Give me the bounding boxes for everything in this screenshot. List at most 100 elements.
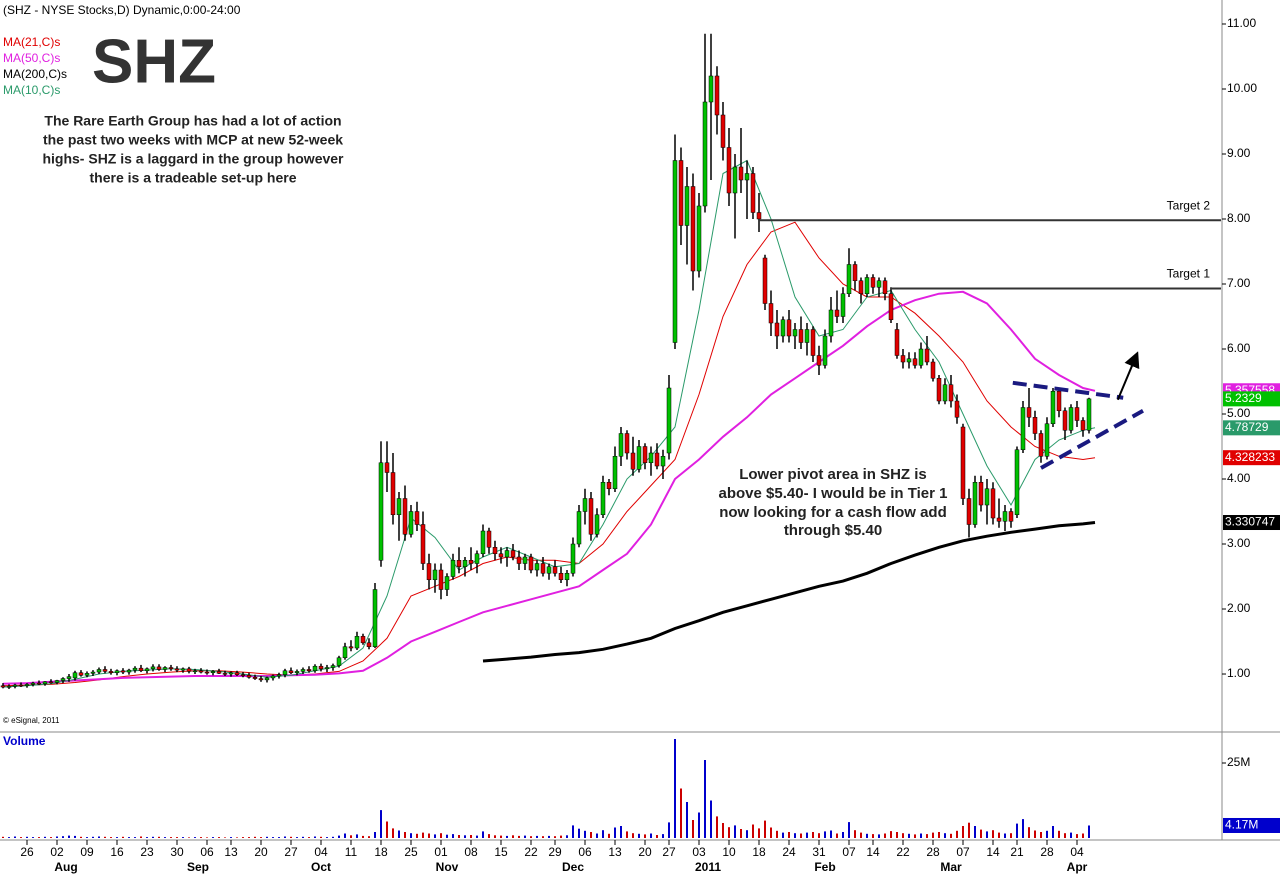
volume-bar xyxy=(56,836,58,838)
candle-body xyxy=(912,358,918,366)
candle-body xyxy=(846,264,852,294)
x-tick-label: 13 xyxy=(608,845,622,859)
candle-body xyxy=(510,550,516,558)
x-tick-label: 14 xyxy=(866,845,880,859)
volume-bar xyxy=(680,788,682,838)
candle-body xyxy=(372,589,378,647)
candle-body xyxy=(354,636,360,649)
volume-bar xyxy=(494,835,496,838)
candle-body xyxy=(192,670,198,673)
candle-body xyxy=(210,671,216,673)
volume-bar xyxy=(416,833,418,838)
x-tick-label: 28 xyxy=(926,845,940,859)
volume-bar xyxy=(200,837,202,838)
candle-body xyxy=(108,671,114,673)
volume-bar xyxy=(1034,830,1036,838)
volume-bar xyxy=(452,834,454,838)
candle-body xyxy=(78,672,84,676)
volume-bar xyxy=(272,837,274,838)
candle-body xyxy=(408,511,414,535)
candle-body xyxy=(336,657,342,666)
volume-bar xyxy=(506,835,508,838)
candle-body xyxy=(264,677,270,681)
volume-bar xyxy=(482,831,484,838)
volume-bar xyxy=(992,830,994,838)
volume-bar xyxy=(230,837,232,838)
volume-bar xyxy=(488,834,490,838)
candle-body xyxy=(222,673,228,675)
candle-body xyxy=(1002,511,1008,522)
candle-body xyxy=(1080,420,1086,431)
x-tick-label: 11 xyxy=(345,845,358,859)
candle-body xyxy=(1020,407,1026,451)
candle-body xyxy=(276,674,282,677)
candle-body xyxy=(1014,449,1020,516)
x-tick-label: 07 xyxy=(842,845,856,859)
volume-bar xyxy=(224,837,226,838)
volume-bar xyxy=(1022,819,1024,838)
candle-body xyxy=(432,569,438,581)
volume-bar xyxy=(578,828,580,838)
volume-bar xyxy=(368,836,370,838)
volume-bar xyxy=(290,836,292,838)
candle-body xyxy=(426,563,432,581)
candle-body xyxy=(1056,391,1062,412)
candle-body xyxy=(228,672,234,675)
candle-body xyxy=(792,329,798,337)
month-label: Nov xyxy=(436,860,459,874)
commentary-line: above $5.40- I would be in Tier 1 xyxy=(719,485,948,502)
volume-bar xyxy=(254,836,256,838)
candle-body xyxy=(882,280,888,294)
candle-body xyxy=(54,680,60,683)
candle-body xyxy=(960,426,966,499)
volume-bar xyxy=(110,837,112,838)
candle-body xyxy=(816,355,822,366)
candle-body xyxy=(996,517,1002,522)
candle-body xyxy=(294,671,300,673)
candle-body xyxy=(246,675,252,678)
candle-body xyxy=(360,636,366,644)
commentary-line: now looking for a cash flow add xyxy=(719,504,947,521)
candle-body xyxy=(774,322,780,337)
candle-body xyxy=(96,669,102,673)
volume-bar xyxy=(854,830,856,838)
legend-entry: MA(21,C)s xyxy=(3,35,60,49)
volume-bar xyxy=(644,834,646,838)
candle-body xyxy=(234,672,240,675)
candle-body xyxy=(876,280,882,288)
volume-bar xyxy=(350,835,352,838)
volume-bar xyxy=(548,835,550,838)
x-tick-label: 20 xyxy=(254,845,268,859)
candle-body xyxy=(1062,410,1068,431)
candle-body xyxy=(624,433,630,454)
candle-body xyxy=(138,667,144,672)
volume-bar xyxy=(320,836,322,838)
volume-bar xyxy=(158,836,160,838)
volume-bar xyxy=(974,826,976,838)
volume-bar xyxy=(914,834,916,838)
volume-bar xyxy=(188,837,190,838)
x-tick-label: 20 xyxy=(638,845,652,859)
candle-body xyxy=(180,668,186,671)
candle-body xyxy=(282,670,288,675)
x-tick-label: 26 xyxy=(20,845,34,859)
y-tick-label: 5.00 xyxy=(1227,406,1251,420)
candle-body xyxy=(852,264,858,281)
volume-bar xyxy=(1082,833,1084,838)
candle-body xyxy=(288,670,294,673)
candle-body xyxy=(744,173,750,181)
volume-bar xyxy=(818,833,820,838)
volume-bar xyxy=(512,835,514,838)
candle-body xyxy=(348,646,354,649)
candle-body xyxy=(396,498,402,516)
volume-bar xyxy=(44,836,46,838)
volume-bar xyxy=(134,837,136,838)
volume-bar xyxy=(776,830,778,838)
candle-body xyxy=(558,573,564,581)
volume-bar xyxy=(560,835,562,838)
volume-bar xyxy=(836,833,838,838)
candle-body xyxy=(174,668,180,671)
volume-bar xyxy=(812,832,814,838)
volume-bar xyxy=(236,837,238,838)
volume-bar xyxy=(908,833,910,838)
